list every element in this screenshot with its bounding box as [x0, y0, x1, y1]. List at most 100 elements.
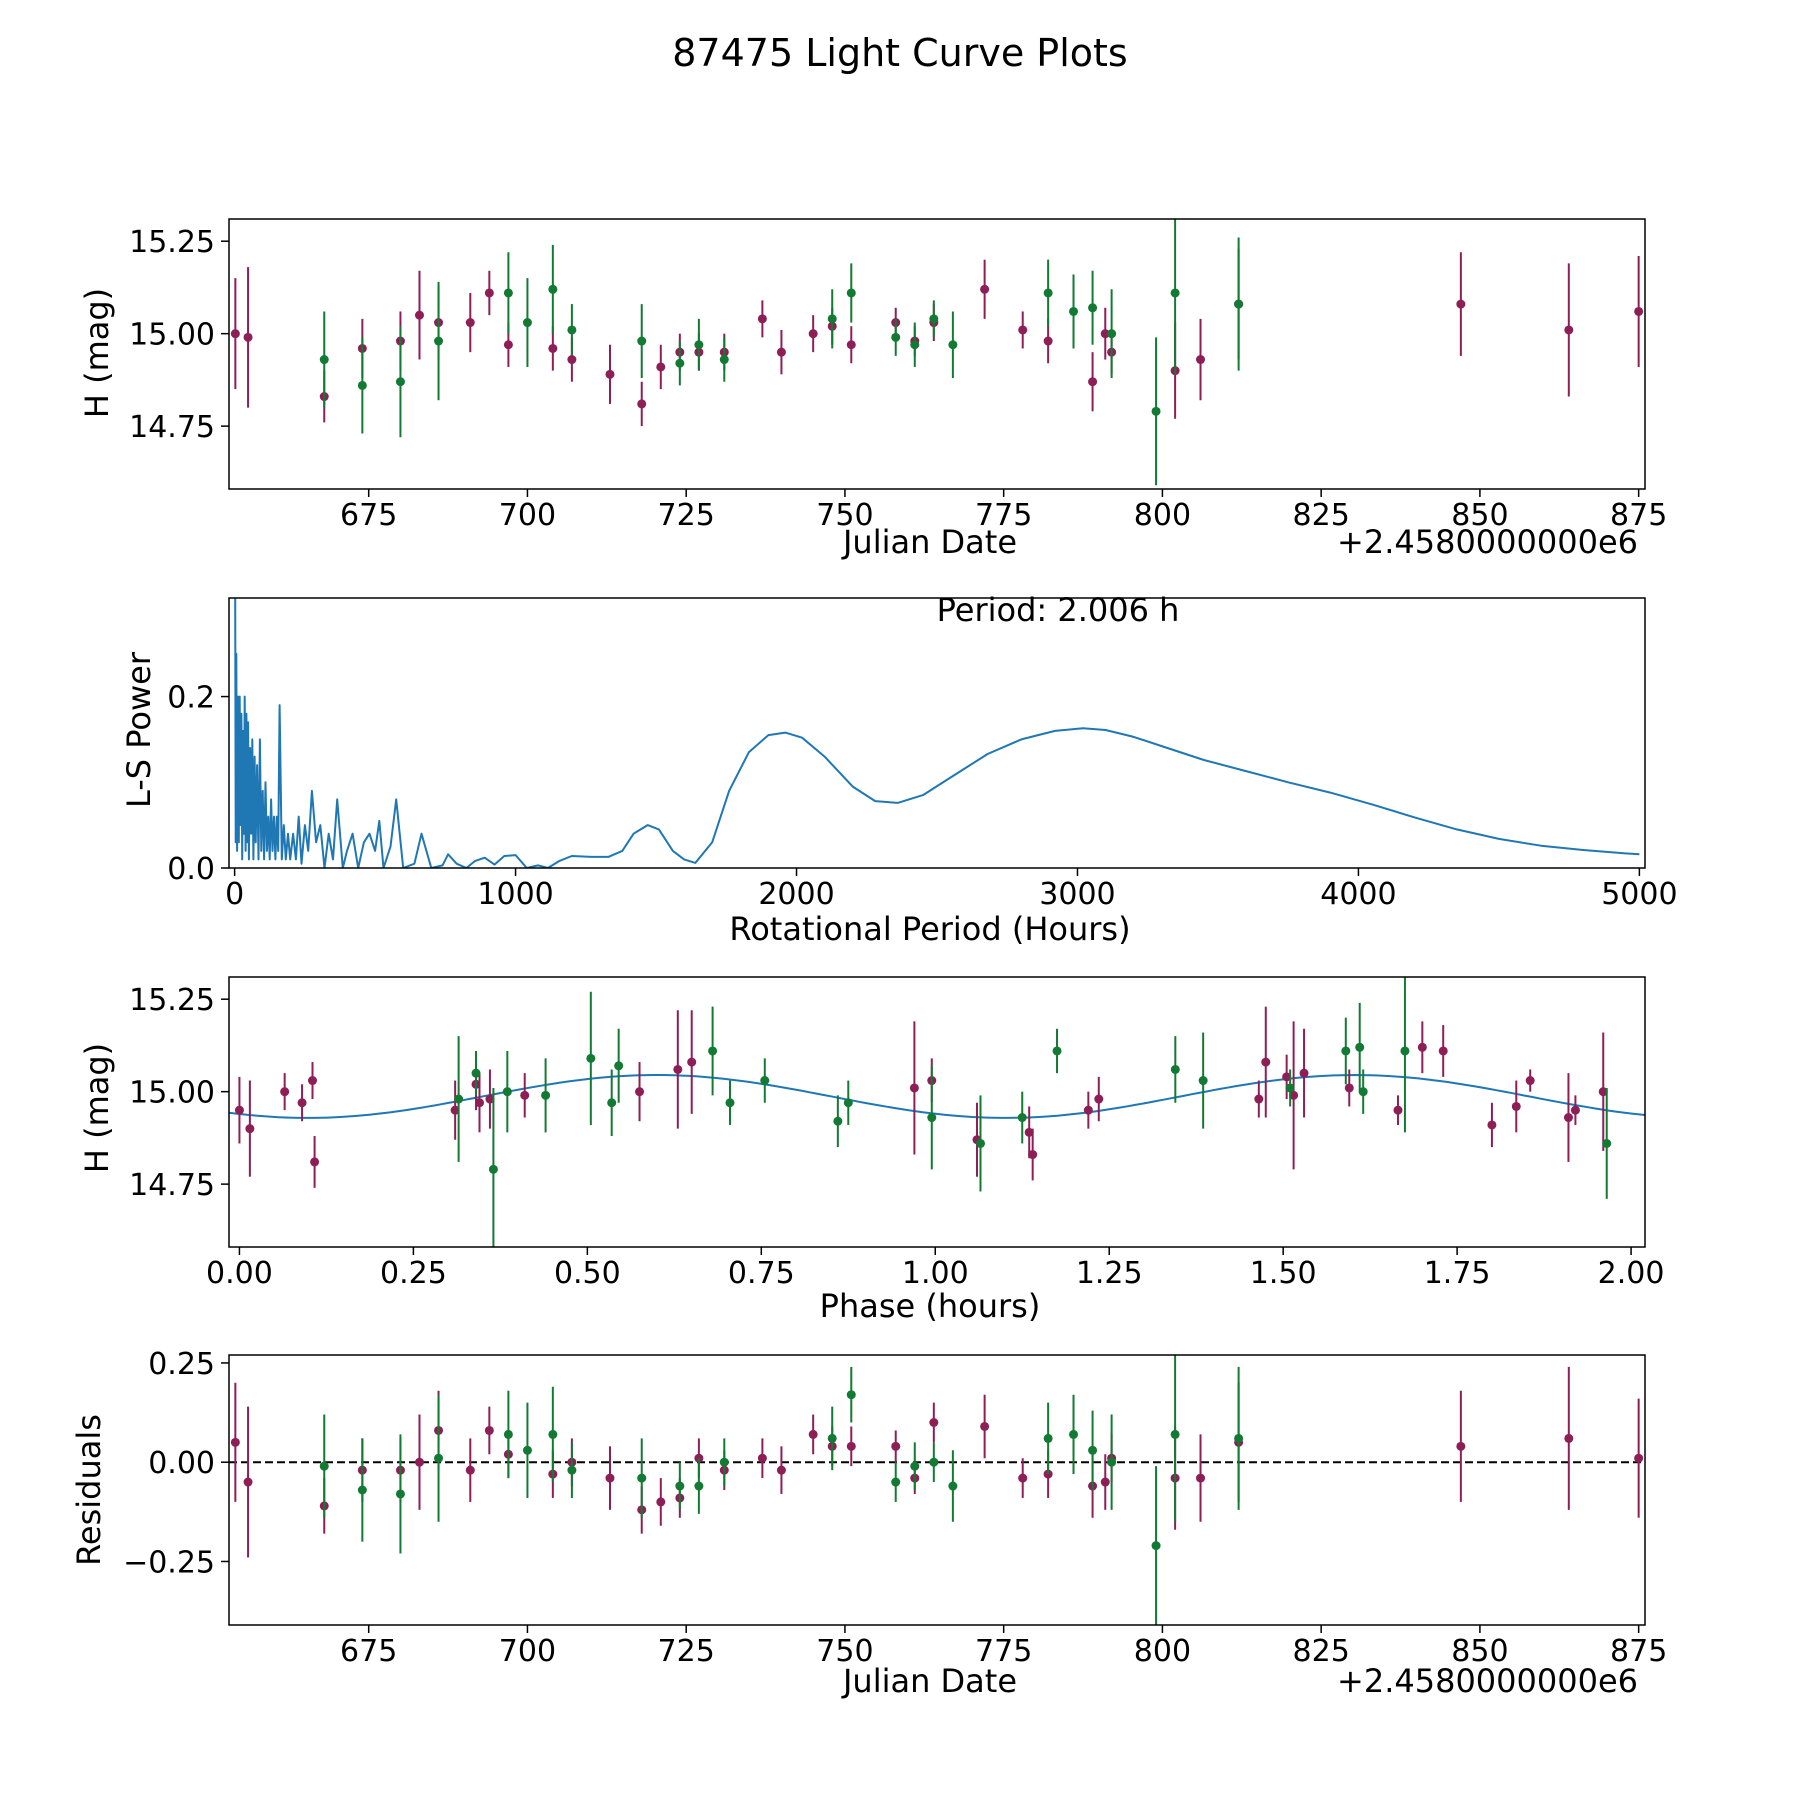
phase-data-point: [607, 1098, 617, 1108]
panel-residuals: 675 700 725 750 775 800 825 850 875 −0.25 0.00 0.25…: [70, 1347, 1667, 1700]
phase-data-point: [1198, 1076, 1208, 1086]
periodogram-data-layer: [234, 598, 1640, 868]
residuals-data-point: [1100, 1477, 1110, 1487]
lightcurve-data-point: [1088, 377, 1098, 387]
residuals-data-point: [567, 1465, 577, 1475]
residuals-data-point: [548, 1429, 558, 1439]
residuals-plot-area: 675 700 725 750 775 800 825 850 875 −0.25 0.00 0.25: [123, 1347, 1667, 1669]
phase-data-point: [1024, 1127, 1034, 1137]
phase-data-point: [975, 1138, 985, 1148]
phase-data-point: [1525, 1076, 1535, 1086]
residuals-data-point: [948, 1481, 958, 1491]
residuals-data-point: [980, 1421, 990, 1431]
residuals-data-point: [827, 1433, 837, 1443]
lightcurve-data-point: [910, 340, 920, 350]
periodogram-ylabel: L-S Power: [120, 651, 158, 808]
residuals-data-point: [846, 1441, 856, 1451]
residuals-ytick-label: −0.25: [123, 1545, 215, 1580]
phase-data-point: [1438, 1046, 1448, 1056]
phase-data-point: [833, 1116, 843, 1126]
phase-data-point: [1017, 1113, 1027, 1123]
residuals-data-point: [1456, 1441, 1466, 1451]
residuals-data-point: [675, 1481, 685, 1491]
residuals-data-point: [694, 1481, 704, 1491]
phase-data-point: [586, 1053, 596, 1063]
residuals-data-point: [929, 1418, 939, 1427]
residuals-data-point: [1043, 1433, 1053, 1443]
lightcurve-data-point: [503, 340, 513, 350]
phase-data-point: [1285, 1083, 1295, 1093]
residuals-ytick-label: 0.25: [148, 1347, 215, 1382]
phase-data-point: [1261, 1057, 1271, 1067]
residuals-data-point: [846, 1390, 856, 1400]
lightcurve-ytick-label: 15.25: [129, 225, 215, 260]
lightcurve-data-point: [567, 325, 577, 335]
phase-plot-area: 0.00 0.25 0.50 0.75 1.00 1.25 1.50 1.75 2.00 14.7…: [129, 976, 1665, 1291]
phase-data-point: [1393, 1105, 1403, 1115]
lightcurve-data-point: [243, 332, 253, 342]
lightcurve-data-point: [694, 340, 704, 350]
phase-xtick-label: 1.50: [1250, 1256, 1317, 1291]
lightcurve-data-point: [808, 329, 818, 339]
residuals-ytick-label: 0.00: [148, 1446, 215, 1481]
residuals-data-point: [605, 1473, 615, 1483]
phase-data-point: [673, 1064, 683, 1074]
phase-frame: [228, 976, 1646, 1248]
phase-data-point: [454, 1094, 464, 1104]
periodogram-series-line: [234, 598, 1640, 868]
periodogram-xtick-label: 5000: [1601, 877, 1677, 912]
periodogram-xtick-label: 0: [225, 877, 244, 912]
residuals-offset-label: +2.4580000000e6: [1337, 1662, 1638, 1700]
residuals-xtick-label: 700: [499, 1634, 556, 1669]
lightcurve-data-point: [434, 336, 444, 346]
lightcurve-data-point: [1100, 329, 1110, 339]
residuals-data-point: [1069, 1429, 1079, 1439]
phase-data-layer: [229, 977, 1645, 1247]
phase-data-point: [1598, 1087, 1608, 1097]
residuals-data-point: [1018, 1473, 1028, 1483]
phase-data-point: [234, 1105, 244, 1115]
phase-data-point: [843, 1098, 853, 1108]
residuals-data-point: [230, 1437, 240, 1447]
phase-data-point: [310, 1157, 320, 1167]
residuals-xtick-label: 725: [658, 1634, 715, 1669]
lightcurve-data-point: [827, 314, 837, 324]
phase-data-point: [1028, 1150, 1038, 1160]
phase-data-point: [927, 1113, 937, 1123]
phase-data-point: [708, 1046, 718, 1056]
residuals-data-point: [395, 1489, 405, 1499]
lightcurve-data-point: [357, 380, 367, 390]
phase-xtick-label: 0.75: [728, 1256, 795, 1291]
residuals-data-point: [719, 1457, 729, 1467]
residuals-xtick-label: 775: [975, 1634, 1032, 1669]
residuals-data-point: [776, 1465, 786, 1475]
phase-xtick-label: 2.00: [1598, 1256, 1665, 1291]
phase-data-point: [1282, 1072, 1292, 1082]
phase-data-point: [1094, 1094, 1104, 1104]
residuals-data-point: [910, 1461, 920, 1471]
phase-data-point: [245, 1124, 255, 1134]
phase-ylabel: H (mag): [78, 1043, 116, 1173]
lightcurve-data-point: [757, 314, 767, 324]
phase-data-point: [541, 1090, 551, 1100]
lightcurve-data-point: [1234, 299, 1244, 309]
phase-data-point: [1602, 1138, 1612, 1148]
residuals-data-point: [319, 1461, 329, 1471]
periodogram-xtick-label: 2000: [758, 877, 834, 912]
residuals-data-point: [808, 1429, 818, 1439]
phase-data-point: [1570, 1105, 1580, 1115]
residuals-data-point: [465, 1465, 475, 1475]
phase-ytick-label: 15.25: [129, 983, 215, 1018]
lightcurve-data-point: [414, 310, 424, 320]
phase-data-point: [614, 1061, 624, 1071]
lightcurve-data-point: [980, 284, 990, 294]
phase-data-point: [297, 1098, 307, 1108]
lightcurve-data-point: [1196, 355, 1206, 365]
lightcurve-xtick-label: 825: [1293, 498, 1350, 533]
lightcurve-data-point: [230, 329, 240, 339]
lightcurve-data-point: [465, 318, 475, 328]
lightcurve-xtick-label: 775: [975, 498, 1032, 533]
residuals-frame: [228, 1354, 1646, 1626]
lightcurve-data-point: [846, 288, 856, 298]
